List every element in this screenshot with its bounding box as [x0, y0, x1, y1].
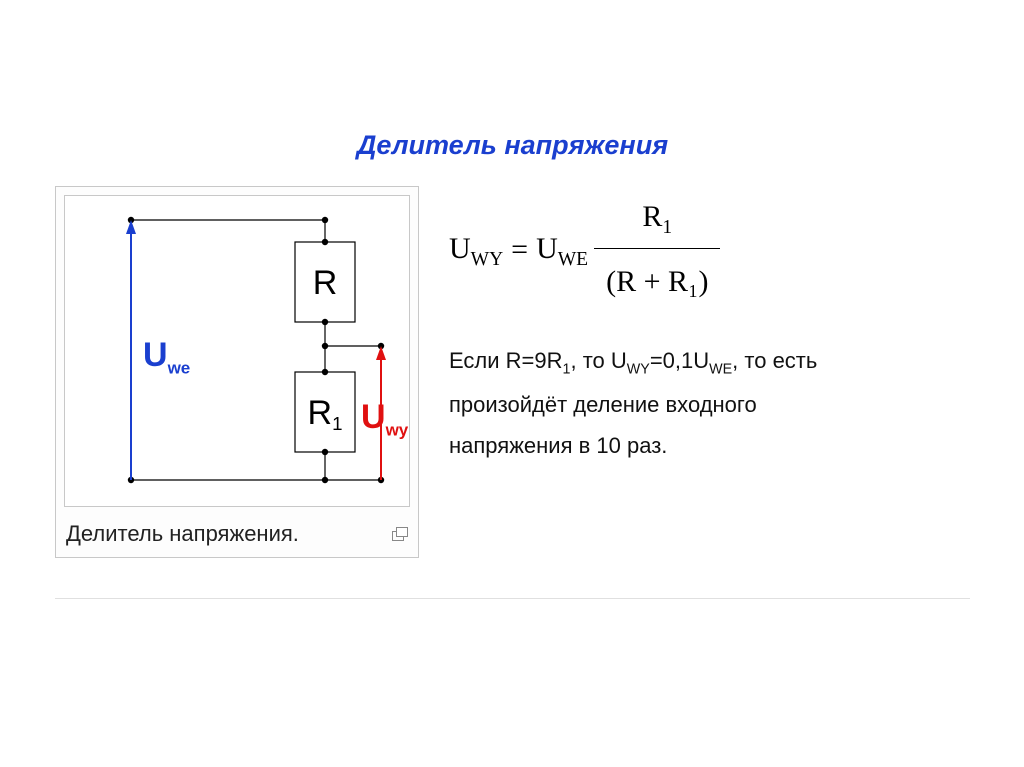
explanation-line-2: произойдёт деление входного [449, 384, 970, 426]
figure-caption: Делитель напряжения. [66, 521, 299, 547]
svg-text:Uwy: Uwy [361, 398, 409, 439]
enlarge-icon[interactable] [390, 527, 408, 541]
circuit-schematic: RR1UweUwy [64, 195, 410, 507]
explanation-line-1: Если R=9R1, то UWY=0,1UWE, то есть [449, 340, 970, 384]
svg-text:Uwe: Uwe [143, 336, 190, 377]
right-column: UWY = UWE R1 (R + R₁) Если R=9R1, то UWY… [449, 186, 970, 467]
formula-lhs-sub: WY [471, 249, 504, 270]
content-row: RR1UweUwy Делитель напряжения. UWY = UWE [55, 186, 970, 558]
figure-container: RR1UweUwy Делитель напряжения. [55, 186, 419, 558]
formula-num-sub: 1 [662, 217, 672, 238]
formula-rhs1-base: U [536, 232, 558, 265]
formula: UWY = UWE R1 (R + R₁) [449, 188, 970, 310]
formula-num-base: R [642, 200, 662, 233]
formula-lhs-base: U [449, 232, 471, 265]
page-title: Делитель напряжения [55, 130, 970, 161]
svg-text:R: R [313, 264, 338, 302]
formula-den: (R + R₁) [594, 248, 720, 310]
explanation-line-3: напряжения в 10 раз. [449, 425, 970, 467]
formula-rhs1-sub: WE [558, 249, 588, 270]
